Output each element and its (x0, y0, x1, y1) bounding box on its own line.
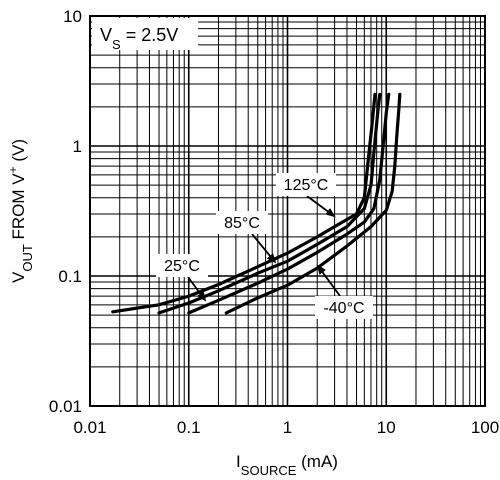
x-axis-title: ISOURCE (mA) (236, 452, 338, 478)
grid (89, 16, 485, 407)
annotation-arrow (306, 195, 336, 218)
x-tick-labels: 0.01 0.1 1 10 100 (73, 418, 499, 437)
x-axis-title-main: I (236, 452, 241, 471)
y-tick-labels: 0.01 0.1 1 10 (49, 7, 82, 416)
x-tick-label: 0.1 (177, 418, 201, 437)
series-annotation: 85°C (216, 211, 277, 264)
condition-main: V (100, 25, 112, 45)
y-axis-title-unit: (V) (9, 139, 28, 166)
condition-label: VS = 2.5V (92, 18, 198, 52)
plot-frame (89, 15, 486, 407)
y-axis-title-sup: + (6, 166, 20, 173)
annotation-box (315, 296, 373, 319)
annotation-box (156, 254, 208, 277)
y-tick-label: 10 (63, 7, 82, 26)
y-tick-label: 0.1 (58, 267, 82, 286)
series-annotation: 125°C (276, 173, 336, 218)
condition-rest: = 2.5V (121, 25, 179, 45)
x-tick-label: 1 (283, 418, 292, 437)
series-line (111, 92, 377, 314)
x-axis-title-unit: (mA) (296, 452, 338, 471)
y-tick-label: 0.01 (49, 397, 82, 416)
annotation-arrow (316, 264, 341, 297)
x-tick-label: 0.01 (73, 418, 106, 437)
annotation-label: 85°C (224, 215, 260, 232)
y-axis-title-rest: FROM V (9, 173, 28, 244)
x-tick-label: 100 (471, 418, 499, 437)
series-line (187, 92, 391, 315)
series-annotation: 25°C (156, 254, 208, 302)
series-line (157, 92, 382, 315)
annotation-box (216, 211, 268, 234)
series-line (224, 92, 402, 315)
y-axis-title: VOUT FROM V+ (V) (6, 139, 35, 283)
annotation-box (276, 173, 336, 196)
annotation-label: -40°C (323, 300, 364, 317)
annotation-label: 25°C (164, 258, 200, 275)
x-axis-title-sub: SOURCE (241, 463, 297, 478)
y-axis-title-main: V (9, 271, 28, 283)
y-axis-title-sub: OUT (20, 244, 35, 272)
series-annotation: -40°C (315, 264, 373, 319)
condition-sub: S (112, 37, 121, 52)
x-tick-label: 10 (377, 418, 396, 437)
svg-text:VS = 2.5V: VS = 2.5V (100, 25, 178, 52)
series-annotations: 125°C 85°C 25°C -40°C (156, 173, 373, 319)
annotation-label: 125°C (284, 177, 329, 194)
annotation-arrow (187, 276, 207, 302)
series-lines (111, 92, 402, 315)
y-tick-label: 1 (73, 137, 82, 156)
annotation-arrow (251, 233, 277, 264)
